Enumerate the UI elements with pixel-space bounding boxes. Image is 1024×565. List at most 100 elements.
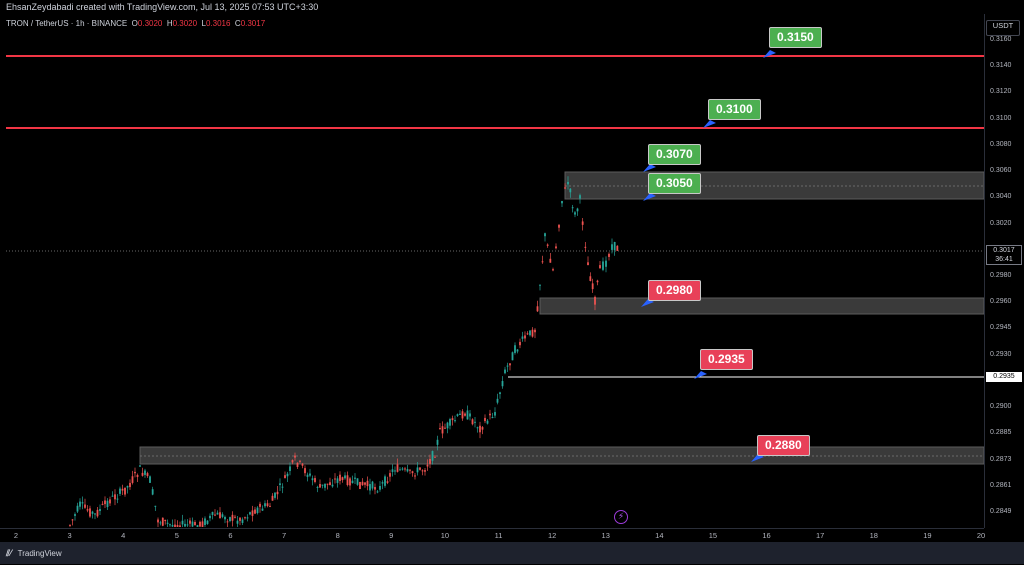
candle-body bbox=[481, 427, 484, 430]
candle-body bbox=[351, 480, 354, 484]
price-axis[interactable]: 0.3160 0.3140 0.3120 0.3100 0.3080 0.3060 0.30… bbox=[984, 14, 1024, 528]
candle-body bbox=[166, 522, 169, 524]
candle-body bbox=[381, 482, 384, 484]
resistance-zone[interactable] bbox=[564, 171, 985, 200]
candle-body bbox=[266, 503, 269, 507]
candle-body bbox=[149, 476, 151, 483]
candle-body bbox=[301, 463, 304, 466]
support-zone[interactable] bbox=[539, 297, 985, 315]
time-axis[interactable]: 2 3 4 5 6 7 8 9 10 11 12 13 14 15 16 17 18 19 20 bbox=[0, 528, 985, 543]
candle-body bbox=[309, 473, 311, 476]
candle-body bbox=[251, 510, 254, 516]
candle-body bbox=[359, 481, 361, 489]
candle-body bbox=[569, 188, 572, 193]
candle-body bbox=[199, 521, 201, 527]
candle-body bbox=[426, 464, 429, 467]
candle-body bbox=[339, 474, 341, 481]
lightning-icon[interactable]: ⚡ bbox=[614, 510, 628, 524]
candle-body bbox=[336, 478, 339, 483]
candle-body bbox=[389, 473, 391, 477]
candle-body bbox=[116, 498, 119, 500]
currency-button[interactable]: USDT bbox=[986, 20, 1020, 36]
candle-body bbox=[594, 296, 596, 305]
candle-body bbox=[356, 478, 359, 485]
candle-body bbox=[584, 246, 587, 248]
candle-body bbox=[236, 520, 239, 524]
candle-body bbox=[304, 468, 306, 474]
candle-body bbox=[394, 470, 396, 472]
candle-body bbox=[204, 518, 206, 525]
candle-body bbox=[611, 244, 613, 250]
high-label: H bbox=[166, 19, 173, 28]
candle-body bbox=[289, 466, 291, 471]
candle-body bbox=[256, 507, 259, 514]
level-tag-0.3070[interactable]: 0.3070 bbox=[648, 144, 701, 165]
price-tick: 0.2861 bbox=[990, 481, 1012, 489]
candle-body bbox=[511, 352, 514, 361]
candle-body bbox=[449, 419, 451, 426]
high-value: 0.3020 bbox=[172, 19, 198, 28]
candle-body bbox=[279, 483, 281, 486]
level-tag-0.2880[interactable]: 0.2880 bbox=[757, 435, 810, 456]
candle-body bbox=[419, 467, 421, 470]
level-tag-0.3100[interactable]: 0.3100 bbox=[708, 99, 761, 120]
candle-body bbox=[79, 501, 81, 507]
price-tick: 0.2960 bbox=[990, 298, 1012, 306]
footer-brand[interactable]: TradingView bbox=[17, 549, 62, 558]
level-tag-0.3150[interactable]: 0.3150 bbox=[769, 27, 822, 48]
candle-body bbox=[186, 524, 189, 526]
candle-body bbox=[314, 478, 316, 482]
candle-body bbox=[424, 470, 426, 472]
price-tick: 0.2945 bbox=[990, 324, 1012, 332]
candle-body bbox=[406, 469, 409, 472]
candle-body bbox=[499, 392, 501, 395]
price-tick: 0.3140 bbox=[990, 62, 1012, 70]
candle-body bbox=[189, 520, 191, 524]
level-tag-0.3050[interactable]: 0.3050 bbox=[648, 173, 701, 194]
candle-body bbox=[354, 477, 356, 479]
candle-body bbox=[459, 413, 461, 415]
candle-body bbox=[581, 221, 584, 225]
price-tick: 0.3100 bbox=[990, 114, 1012, 122]
candle-body bbox=[94, 513, 96, 515]
price-tick: 0.2900 bbox=[990, 403, 1012, 411]
candle-body bbox=[613, 241, 616, 251]
support-zone-2[interactable] bbox=[139, 446, 985, 465]
candle-body bbox=[209, 515, 211, 519]
level-tag-0.2935[interactable]: 0.2935 bbox=[700, 349, 753, 370]
symbol-name[interactable]: TRON / TetherUS · 1h · BINANCE bbox=[6, 19, 128, 28]
level-tag-0.2980[interactable]: 0.2980 bbox=[648, 280, 701, 301]
candle-body bbox=[254, 509, 256, 514]
candle-body bbox=[479, 425, 481, 433]
time-tick: 9 bbox=[389, 531, 394, 540]
candle-body bbox=[206, 520, 209, 524]
candle-body bbox=[454, 420, 456, 422]
candle-body bbox=[464, 413, 466, 416]
candle-body bbox=[421, 470, 424, 472]
price-tick: 0.3080 bbox=[990, 140, 1012, 148]
price-tick: 0.2930 bbox=[990, 350, 1012, 358]
candle-body bbox=[294, 455, 296, 458]
candle-body bbox=[346, 475, 349, 486]
callout-pointers bbox=[641, 50, 776, 462]
time-tick: 7 bbox=[281, 531, 287, 540]
candle-body bbox=[391, 469, 394, 472]
time-tick: 13 bbox=[601, 531, 610, 540]
candle-body bbox=[561, 201, 563, 204]
candle-body bbox=[539, 284, 541, 286]
symbol-legend[interactable]: TRON / TetherUS · 1h · BINANCE O0.3020 H… bbox=[6, 19, 265, 28]
candle-body bbox=[96, 509, 99, 517]
candle-body bbox=[191, 521, 194, 527]
candle-body bbox=[231, 514, 234, 521]
candle-body bbox=[179, 525, 181, 527]
candle-body bbox=[451, 418, 454, 421]
candle-body bbox=[564, 187, 566, 189]
tradingview-logo-icon[interactable]: ⫽⁄ bbox=[6, 548, 12, 558]
price-tick: 0.3160 bbox=[990, 36, 1012, 43]
candle-body bbox=[374, 487, 376, 490]
candle-body bbox=[229, 517, 231, 522]
price-tick: 0.3060 bbox=[990, 167, 1012, 175]
time-tick: 18 bbox=[869, 531, 878, 540]
candle-body bbox=[101, 503, 104, 505]
